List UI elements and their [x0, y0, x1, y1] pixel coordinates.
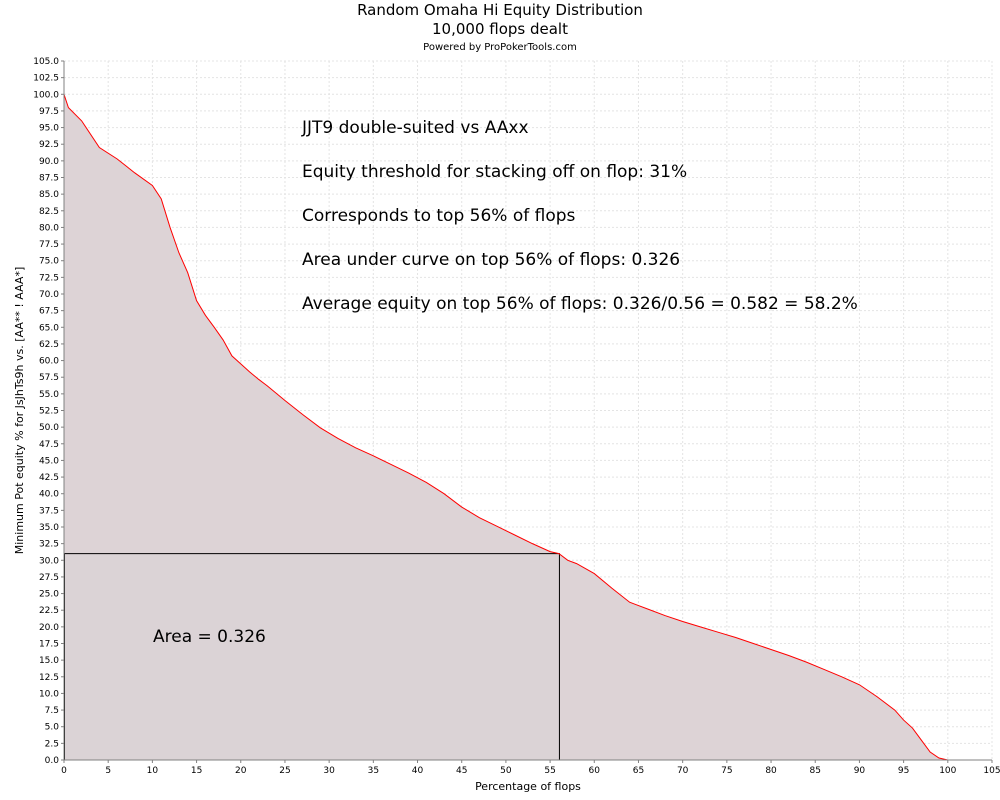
y-tick-label: 60.0 [39, 357, 59, 367]
y-tick-label: 85.0 [39, 190, 59, 200]
y-tick-label: 2.5 [45, 739, 59, 749]
x-tick-label: 15 [191, 766, 202, 776]
x-tick-label: 100 [939, 766, 956, 776]
y-tick-label: 32.5 [39, 540, 59, 550]
annotation-top-flops: Corresponds to top 56% of flops [302, 206, 576, 226]
y-tick-label: 37.5 [39, 506, 59, 516]
y-tick-label: 57.5 [39, 373, 59, 383]
annotations: JJT9 double-suited vs AAxx Equity thresh… [301, 118, 858, 314]
x-tick-label: 90 [854, 766, 866, 776]
x-tick-label: 5 [105, 766, 111, 776]
y-tick-label: 67.5 [39, 307, 59, 317]
y-tick-label: 97.5 [39, 107, 59, 117]
area-label: Area = 0.326 [153, 627, 266, 647]
annotation-area: Area under curve on top 56% of flops: 0.… [302, 250, 680, 270]
annotation-matchup: JJT9 double-suited vs AAxx [301, 118, 529, 138]
y-tick-label: 7.5 [45, 706, 59, 716]
y-tick-label: 12.5 [39, 673, 59, 683]
y-tick-label: 62.5 [39, 340, 59, 350]
y-tick-label: 77.5 [39, 240, 59, 250]
y-tick-label: 55.0 [39, 390, 59, 400]
x-tick-label: 35 [368, 766, 379, 776]
x-tick-label: 65 [633, 766, 644, 776]
equity-series-line [63, 94, 948, 761]
y-tick-label: 40.0 [39, 490, 59, 500]
y-tick-label: 0.0 [45, 756, 60, 766]
annotation-average-equity: Average equity on top 56% of flops: 0.32… [302, 294, 858, 314]
x-tick-label: 75 [721, 766, 732, 776]
y-tick-label: 87.5 [39, 174, 59, 184]
y-tick-label: 95.0 [39, 124, 59, 134]
y-tick-label: 82.5 [39, 207, 59, 217]
x-tick-label: 25 [279, 766, 290, 776]
y-tick-label: 22.5 [39, 606, 59, 616]
y-tick-label: 80.0 [39, 223, 59, 233]
y-tick-label: 15.0 [39, 656, 59, 666]
x-tick-label: 45 [456, 766, 467, 776]
y-tick-label: 50.0 [39, 423, 59, 433]
chart-credit: Powered by ProPokerTools.com [423, 42, 577, 53]
x-tick-label: 20 [235, 766, 247, 776]
x-tick-label: 10 [147, 766, 159, 776]
y-tick-label: 20.0 [39, 623, 59, 633]
y-tick-label: 65.0 [39, 323, 59, 333]
x-axis-label: Percentage of flops [475, 780, 581, 793]
y-tick-label: 5.0 [45, 723, 60, 733]
x-tick-label: 85 [810, 766, 821, 776]
y-tick-label: 45.0 [39, 456, 59, 466]
y-tick-label: 52.5 [39, 407, 59, 417]
annotation-threshold: Equity threshold for stacking off on flo… [302, 162, 687, 182]
x-tick-label: 105 [983, 766, 1000, 776]
y-tick-label: 27.5 [39, 573, 59, 583]
y-tick-label: 70.0 [39, 290, 59, 300]
x-tick-label: 30 [323, 766, 335, 776]
x-tick-label: 0 [61, 766, 67, 776]
y-tick-label: 47.5 [39, 440, 59, 450]
y-tick-label: 35.0 [39, 523, 59, 533]
y-tick-label: 75.0 [39, 257, 59, 267]
y-tick-label: 42.5 [39, 473, 59, 483]
area-under-curve-box [64, 553, 560, 761]
y-tick-label: 30.0 [39, 556, 59, 566]
x-tick-label: 95 [898, 766, 909, 776]
x-ticks: 0 5 10 15 20 25 30 35 40 45 50 55 60 65 70 75 80 85 90 95 10… [61, 760, 1000, 776]
y-tick-label: 10.0 [39, 689, 59, 699]
x-tick-label: 70 [677, 766, 689, 776]
x-tick-label: 80 [765, 766, 777, 776]
y-axis-label: Minimum Pot equity % for JsJhTs9h vs. [A… [13, 267, 26, 554]
y-tick-label: 90.0 [39, 157, 59, 167]
y-tick-label: 25.0 [39, 590, 59, 600]
y-tick-label: 17.5 [39, 640, 59, 650]
x-tick-label: 60 [589, 766, 601, 776]
y-tick-label: 92.5 [39, 140, 59, 150]
x-tick-label: 50 [500, 766, 512, 776]
x-tick-label: 40 [412, 766, 424, 776]
y-ticks: 0.0 2.5 5.0 7.5 10.0 12.5 15.0 17.5 20.0 22.5 25.0… [33, 57, 64, 766]
y-tick-label: 102.5 [33, 74, 59, 84]
y-tick-label: 72.5 [39, 273, 59, 283]
chart-subtitle: 10,000 flops dealt [432, 20, 568, 38]
chart-title: Random Omaha Hi Equity Distribution [357, 1, 643, 19]
x-tick-label: 55 [544, 766, 555, 776]
y-tick-label: 105.0 [33, 57, 59, 67]
y-tick-label: 100.0 [33, 90, 59, 100]
